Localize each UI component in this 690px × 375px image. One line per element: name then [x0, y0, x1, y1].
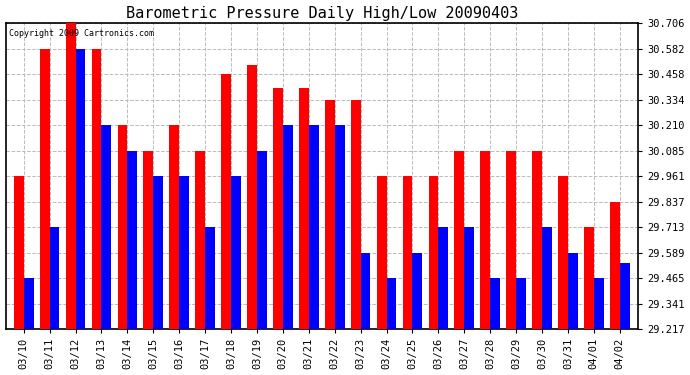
Bar	[117, 125, 128, 329]
Bar	[361, 253, 371, 329]
Bar	[128, 151, 137, 329]
Bar	[179, 176, 189, 329]
Bar	[455, 151, 464, 329]
Bar	[325, 100, 335, 329]
Bar	[386, 278, 396, 329]
Bar	[205, 227, 215, 329]
Bar	[464, 227, 474, 329]
Bar	[14, 176, 23, 329]
Bar	[506, 151, 516, 329]
Bar	[195, 151, 205, 329]
Bar	[299, 88, 309, 329]
Bar	[257, 151, 267, 329]
Bar	[144, 151, 153, 329]
Bar	[247, 66, 257, 329]
Bar	[221, 74, 231, 329]
Bar	[542, 227, 552, 329]
Bar	[558, 176, 568, 329]
Bar	[438, 227, 449, 329]
Bar	[169, 125, 179, 329]
Bar	[428, 176, 438, 329]
Text: Copyright 2009 Cartronics.com: Copyright 2009 Cartronics.com	[9, 29, 154, 38]
Bar	[101, 125, 111, 329]
Bar	[66, 23, 75, 329]
Bar	[594, 278, 604, 329]
Bar	[351, 100, 361, 329]
Bar	[283, 125, 293, 329]
Bar	[153, 176, 163, 329]
Bar	[568, 253, 578, 329]
Bar	[309, 125, 319, 329]
Bar	[377, 176, 386, 329]
Bar	[50, 227, 59, 329]
Bar	[75, 49, 86, 329]
Bar	[40, 49, 50, 329]
Bar	[516, 278, 526, 329]
Bar	[23, 278, 34, 329]
Bar	[413, 253, 422, 329]
Bar	[532, 151, 542, 329]
Bar	[584, 227, 594, 329]
Bar	[231, 176, 241, 329]
Bar	[620, 262, 629, 329]
Bar	[335, 125, 344, 329]
Bar	[92, 49, 101, 329]
Title: Barometric Pressure Daily High/Low 20090403: Barometric Pressure Daily High/Low 20090…	[126, 6, 518, 21]
Bar	[402, 176, 413, 329]
Bar	[480, 151, 490, 329]
Bar	[273, 88, 283, 329]
Bar	[490, 278, 500, 329]
Bar	[610, 202, 620, 329]
